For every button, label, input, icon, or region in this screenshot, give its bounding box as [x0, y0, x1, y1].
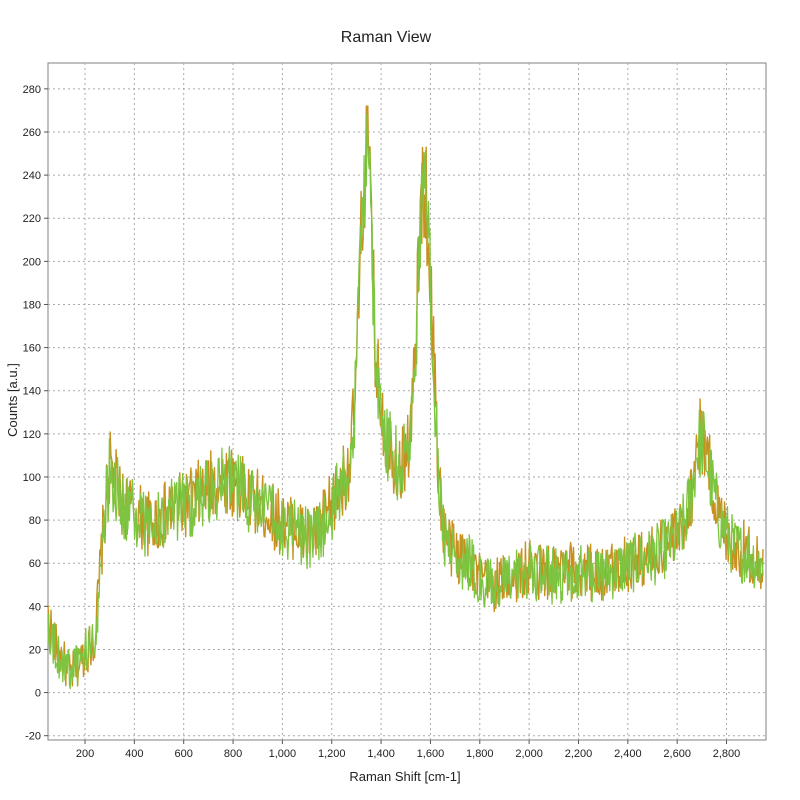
y-axis-label: Counts [a.u.]	[5, 363, 20, 437]
x-tick-label: 2,600	[663, 748, 691, 760]
x-tick-label: 600	[175, 748, 193, 760]
y-tick-label: 100	[23, 472, 41, 484]
y-axis-ticks: -20 0 20 40 60 80 100 120 140 160 180 200 220 240 260 2…	[23, 84, 48, 743]
x-tick-label: 1,800	[466, 748, 494, 760]
plot-frame	[47, 62, 767, 741]
x-tick-label: 1,000	[269, 748, 297, 760]
y-tick-label: 280	[23, 84, 41, 96]
y-tick-label: 80	[29, 515, 41, 527]
x-tick-label: 800	[224, 748, 242, 760]
x-tick-label: 2,400	[614, 748, 642, 760]
x-axis-ticks: 200 400 600 800 1,000 1,200 1,400 1,600 1,800 2,0…	[76, 740, 740, 760]
series-layer	[47, 105, 764, 690]
chart-title: Raman View	[341, 29, 432, 46]
x-tick-label: 2,000	[515, 748, 543, 760]
x-axis-label: Raman Shift [cm-1]	[349, 769, 460, 784]
y-tick-label: 220	[23, 213, 41, 225]
x-tick-label: 2,800	[713, 748, 741, 760]
y-tick-label: 140	[23, 386, 41, 398]
x-tick-label: 1,200	[318, 748, 346, 760]
y-tick-label: 60	[29, 558, 41, 570]
x-tick-label: 200	[76, 748, 94, 760]
y-tick-label: -20	[25, 731, 41, 743]
x-tick-label: 1,400	[367, 748, 395, 760]
y-tick-label: 40	[29, 601, 41, 613]
y-tick-label: 160	[23, 343, 41, 355]
x-tick-label: 1,600	[417, 748, 445, 760]
y-tick-label: 120	[23, 429, 41, 441]
y-tick-label: 260	[23, 127, 41, 139]
x-tick-label: 400	[125, 748, 143, 760]
series-line-2	[47, 113, 764, 690]
y-tick-label: 20	[29, 644, 41, 656]
y-tick-label: 0	[35, 688, 41, 700]
y-tick-label: 200	[23, 256, 41, 268]
y-tick-label: 180	[23, 299, 41, 311]
series-line-1	[47, 105, 764, 687]
x-tick-label: 2,200	[565, 748, 593, 760]
y-tick-label: 240	[23, 170, 41, 182]
